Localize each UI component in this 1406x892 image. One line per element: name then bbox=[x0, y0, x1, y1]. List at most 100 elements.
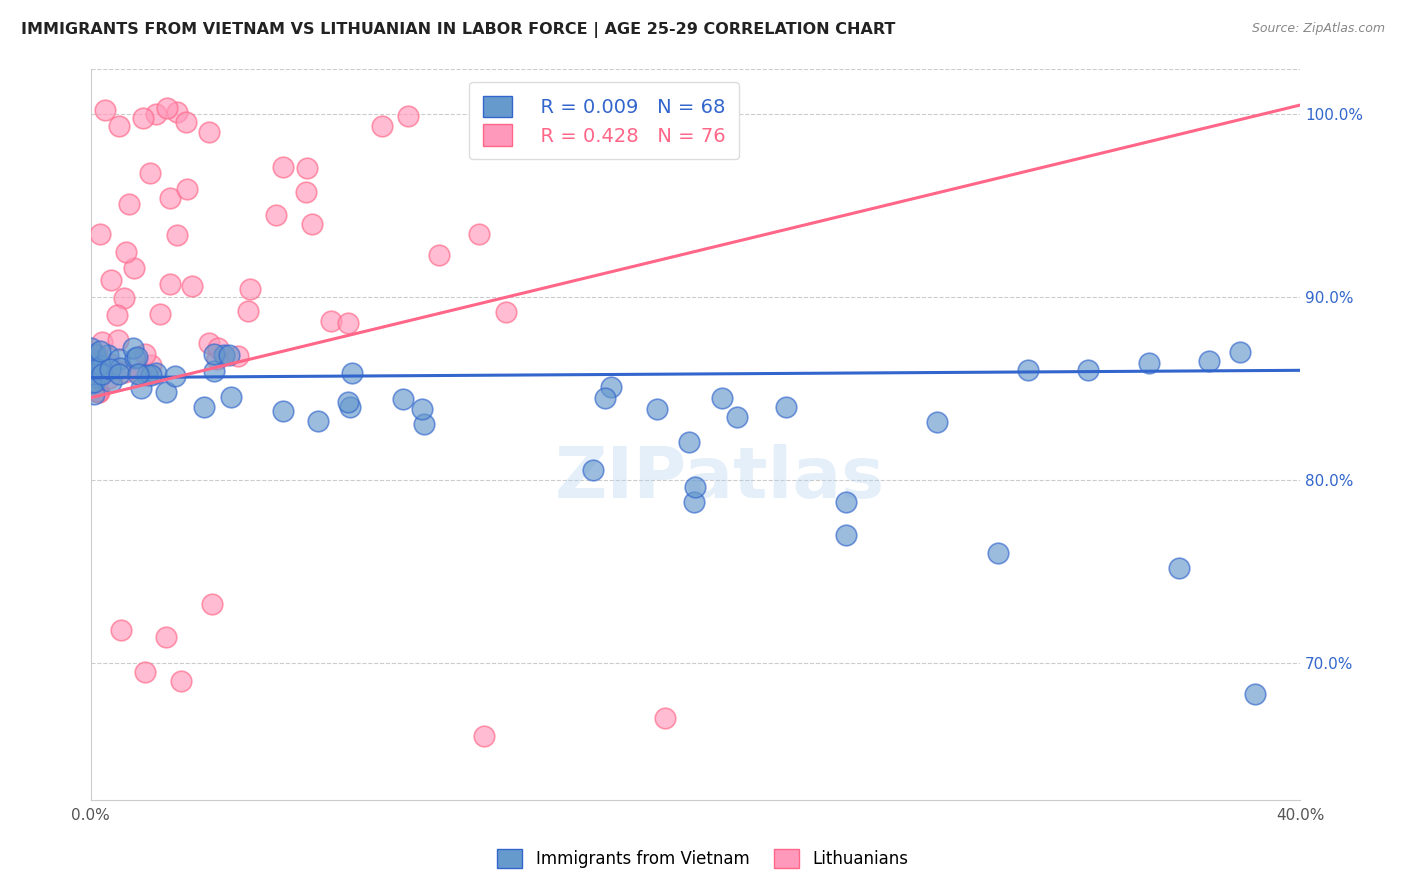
Point bbox=[198, 335, 221, 350]
Point bbox=[1168, 561, 1191, 575]
Point bbox=[145, 107, 167, 121]
Point bbox=[86, 362, 108, 376]
Point bbox=[97, 348, 120, 362]
Point bbox=[927, 415, 949, 429]
Point bbox=[108, 361, 131, 376]
Point bbox=[472, 729, 495, 743]
Point bbox=[124, 261, 146, 276]
Point bbox=[84, 363, 107, 377]
Point bbox=[294, 186, 316, 200]
Point bbox=[271, 403, 294, 417]
Legend: Immigrants from Vietnam, Lithuanians: Immigrants from Vietnam, Lithuanians bbox=[491, 843, 915, 875]
Point bbox=[427, 248, 450, 262]
Point bbox=[100, 273, 122, 287]
Point bbox=[125, 350, 148, 364]
Point bbox=[337, 316, 360, 330]
Point bbox=[593, 391, 616, 405]
Point bbox=[835, 528, 858, 542]
Point bbox=[202, 363, 225, 377]
Point bbox=[80, 341, 103, 355]
Point bbox=[710, 391, 733, 405]
Point bbox=[86, 369, 108, 384]
Point bbox=[176, 182, 198, 196]
Point bbox=[170, 674, 193, 689]
Point bbox=[181, 278, 204, 293]
Point bbox=[219, 390, 242, 404]
Point bbox=[647, 402, 669, 417]
Point bbox=[83, 387, 105, 401]
Point bbox=[131, 381, 153, 395]
Point bbox=[200, 598, 222, 612]
Point bbox=[87, 371, 110, 385]
Point bbox=[135, 368, 157, 383]
Point bbox=[82, 359, 104, 374]
Point bbox=[159, 277, 181, 291]
Point bbox=[127, 368, 149, 382]
Point bbox=[80, 376, 103, 390]
Point bbox=[91, 367, 114, 381]
Point bbox=[84, 376, 107, 391]
Point bbox=[80, 350, 103, 364]
Point bbox=[83, 375, 105, 389]
Point bbox=[239, 282, 262, 296]
Point bbox=[124, 351, 146, 366]
Point bbox=[83, 355, 105, 369]
Text: Source: ZipAtlas.com: Source: ZipAtlas.com bbox=[1251, 22, 1385, 36]
Point bbox=[87, 384, 110, 399]
Point bbox=[336, 394, 359, 409]
Point bbox=[207, 342, 229, 356]
Point bbox=[156, 101, 179, 115]
Point bbox=[273, 161, 295, 175]
Point bbox=[91, 335, 114, 350]
Point bbox=[110, 623, 132, 637]
Point bbox=[139, 358, 162, 372]
Point bbox=[396, 109, 419, 123]
Point bbox=[236, 303, 259, 318]
Point bbox=[683, 495, 706, 509]
Point bbox=[114, 244, 136, 259]
Point bbox=[467, 227, 489, 241]
Point bbox=[1137, 356, 1160, 370]
Point bbox=[118, 197, 141, 211]
Point bbox=[94, 103, 117, 117]
Point bbox=[1017, 363, 1039, 377]
Point bbox=[193, 401, 215, 415]
Point bbox=[321, 314, 343, 328]
Point bbox=[198, 125, 221, 139]
Point bbox=[166, 104, 188, 119]
Point bbox=[835, 495, 858, 509]
Point bbox=[163, 368, 186, 383]
Point bbox=[108, 120, 131, 134]
Point bbox=[495, 305, 517, 319]
Point bbox=[412, 417, 434, 431]
Point bbox=[218, 348, 240, 362]
Point bbox=[339, 401, 361, 415]
Point bbox=[295, 161, 318, 175]
Point bbox=[145, 366, 167, 380]
Point bbox=[226, 349, 249, 363]
Point bbox=[155, 385, 177, 400]
Point bbox=[86, 384, 108, 398]
Point bbox=[149, 307, 172, 321]
Point bbox=[129, 367, 152, 381]
Point bbox=[83, 347, 105, 361]
Text: IMMIGRANTS FROM VIETNAM VS LITHUANIAN IN LABOR FORCE | AGE 25-29 CORRELATION CHA: IMMIGRANTS FROM VIETNAM VS LITHUANIAN IN… bbox=[21, 22, 896, 38]
Point bbox=[391, 392, 413, 406]
Point bbox=[108, 352, 131, 367]
Point bbox=[90, 359, 112, 374]
Point bbox=[98, 361, 121, 376]
Point bbox=[139, 368, 162, 382]
Point bbox=[159, 191, 181, 205]
Point bbox=[89, 384, 111, 399]
Point bbox=[411, 401, 433, 416]
Point bbox=[1229, 345, 1251, 359]
Point bbox=[582, 462, 605, 476]
Point bbox=[107, 334, 129, 348]
Point bbox=[174, 115, 197, 129]
Point bbox=[202, 347, 225, 361]
Point bbox=[678, 435, 700, 450]
Point bbox=[98, 357, 121, 371]
Point bbox=[97, 371, 120, 385]
Point bbox=[600, 380, 623, 394]
Point bbox=[122, 341, 145, 355]
